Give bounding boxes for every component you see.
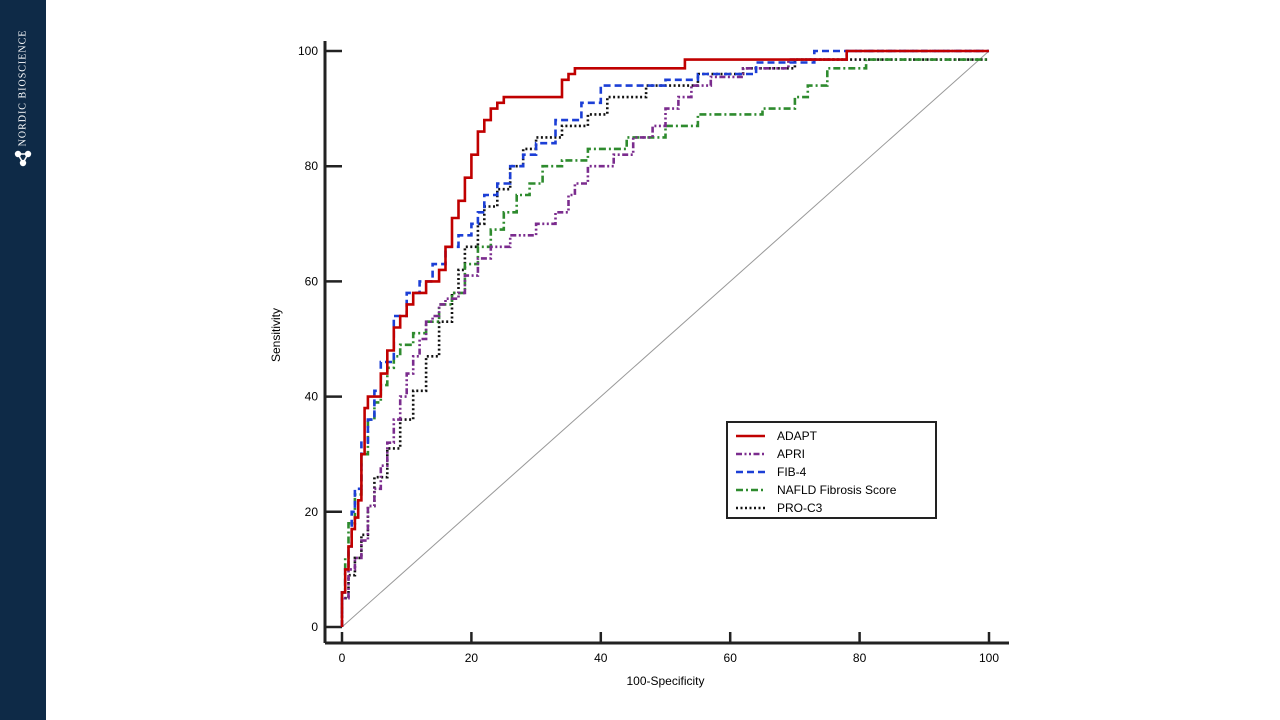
legend: ADAPT APRI FIB-4 NAFLD Fibrosis Score PRO-C3 bbox=[726, 421, 937, 519]
x-tick-label: 60 bbox=[724, 651, 738, 665]
legend-box bbox=[726, 421, 937, 519]
y-axis-label: Sensitivity bbox=[269, 308, 283, 362]
y-tick-label: 40 bbox=[305, 390, 319, 404]
x-tick-label: 20 bbox=[465, 651, 479, 665]
series-pro-c3-line bbox=[340, 58, 989, 627]
legend-label-adapt: ADAPT bbox=[777, 429, 818, 443]
legend-label-apri: APRI bbox=[777, 447, 805, 461]
legend-label-nafld-fibrosis-score: NAFLD Fibrosis Score bbox=[777, 483, 897, 497]
x-tick-label: 0 bbox=[339, 651, 346, 665]
series-adapt-line bbox=[340, 49, 989, 627]
legend-label-fib-4: FIB-4 bbox=[777, 465, 807, 479]
legend-label-pro-c3: PRO-C3 bbox=[777, 501, 823, 515]
y-tick-label: 100 bbox=[298, 44, 318, 58]
molecule-icon bbox=[14, 150, 32, 167]
y-tick-label: 80 bbox=[305, 159, 319, 173]
reference-diagonal bbox=[341, 50, 990, 628]
y-tick-label: 20 bbox=[305, 505, 319, 519]
x-tick-label: 40 bbox=[594, 651, 608, 665]
sidebar: NORDIC BIOSCIENCE bbox=[0, 0, 46, 720]
x-tick-label: 80 bbox=[853, 651, 867, 665]
series-lines bbox=[340, 49, 989, 627]
x-axis-label: 100-Specificity bbox=[626, 674, 704, 688]
series-apri-line bbox=[340, 49, 989, 627]
reference-line bbox=[341, 50, 990, 628]
axes: 0 20 40 60 80 100 0 20 40 60 80 100 bbox=[298, 41, 1009, 665]
y-tick-label: 60 bbox=[305, 274, 319, 288]
x-tick-label: 100 bbox=[979, 651, 999, 665]
series-nafld-fibrosis-score-line bbox=[340, 58, 989, 627]
y-tick-label: 0 bbox=[311, 620, 318, 634]
